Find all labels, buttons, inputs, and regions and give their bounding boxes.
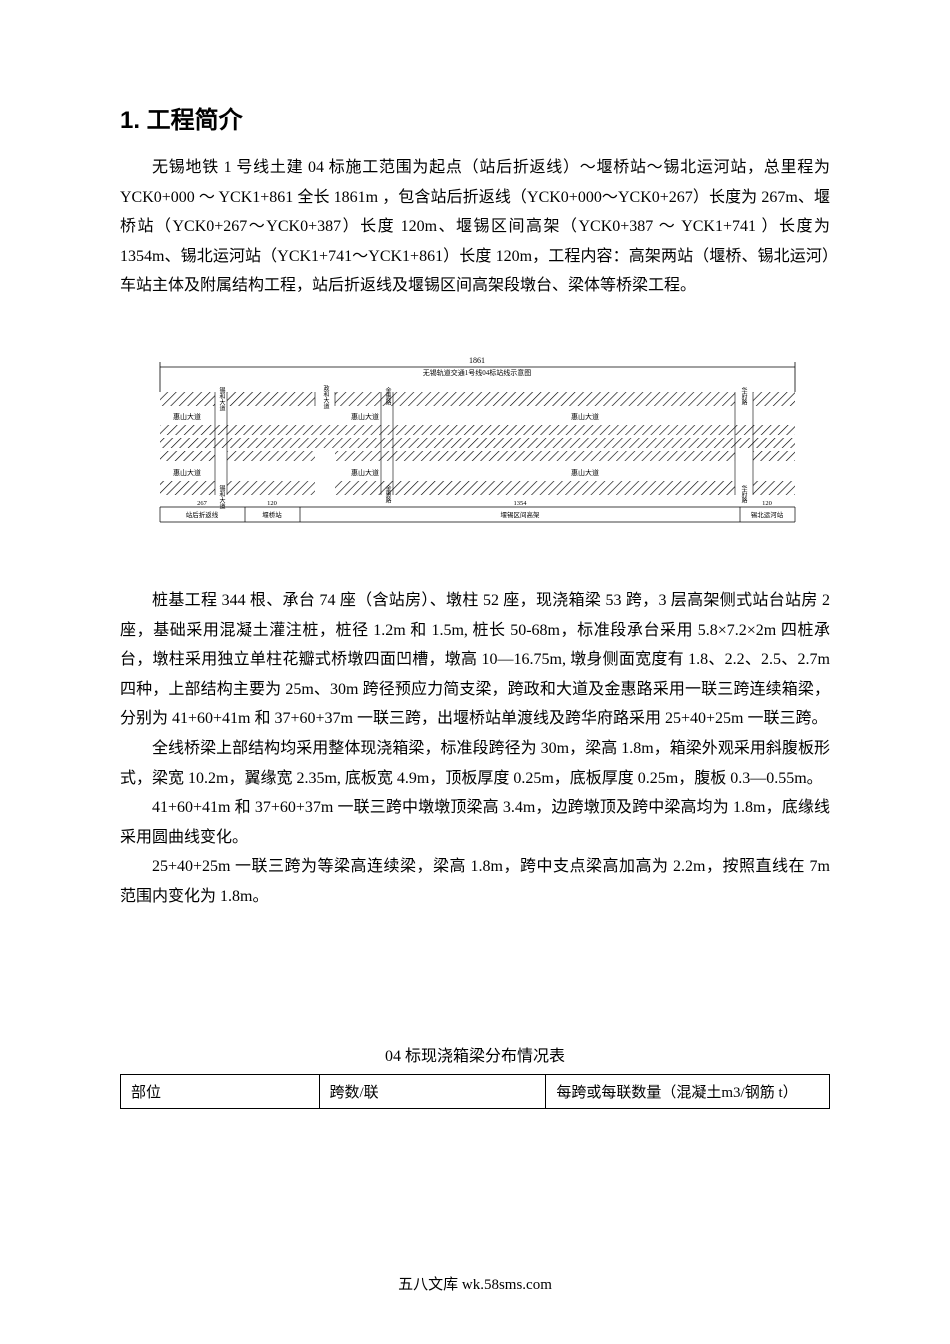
vlabel: 锡和大道 [218, 386, 225, 412]
seg-text: 锡北运河站 [751, 510, 784, 519]
seg-len: 1354 [514, 500, 528, 507]
vlabel: 华府路 [740, 386, 747, 406]
vlabel: 金惠路 [384, 484, 391, 504]
paragraph-3: 全线桥梁上部结构均采用整体现浇箱梁，标准段跨径为 30m，梁高 1.8m，箱梁外… [120, 734, 830, 793]
road-label: 惠山大道 [351, 412, 379, 421]
dim-total: 1861 [469, 356, 485, 365]
vlabel: 政和大道 [322, 384, 329, 410]
road-label: 惠山大道 [351, 468, 379, 477]
table-row: 部位 跨数/联 每跨或每联数量（混凝土m3/钢筋 t） [121, 1074, 830, 1108]
distribution-table: 部位 跨数/联 每跨或每联数量（混凝土m3/钢筋 t） [120, 1074, 830, 1109]
table-caption: 04 标现浇箱梁分布情况表 [120, 1042, 830, 1066]
table-header-1: 部位 [121, 1074, 320, 1108]
diagram-title: 无锡轨道交通1号线04标站线示意图 [423, 368, 532, 377]
road-label: 惠山大道 [571, 468, 599, 477]
paragraph-5: 25+40+25m 一联三跨为等梁高连续梁，梁高 1.8m，跨中支点梁高加高为 … [120, 852, 830, 911]
seg-text: 堰桥站 [262, 510, 282, 519]
section-heading: 1. 工程简介 [120, 100, 830, 135]
table-header-3: 每跨或每联数量（混凝土m3/钢筋 t） [546, 1074, 830, 1108]
table-header-2: 跨数/联 [319, 1074, 546, 1108]
page-footer: 五八文库 wk.58sms.com [0, 1273, 950, 1294]
vlabel: 金惠路 [384, 386, 391, 406]
road-label: 惠山大道 [173, 412, 201, 421]
road-label: 惠山大道 [173, 468, 201, 477]
paragraph-1: 无锡地铁 1 号线土建 04 标施工范围为起点（站后折返线）～堰桥站～锡北运河站… [120, 153, 830, 301]
paragraph-4: 41+60+41m 和 37+60+37m 一联三跨中墩墩顶梁高 3.4m，边跨… [120, 793, 830, 852]
seg-len: 267 [197, 500, 208, 507]
seg-text: 站后折返线 [186, 510, 219, 519]
vlabel: 华府路 [740, 484, 747, 504]
seg-text: 堰锡区间高架 [501, 510, 541, 519]
vlabel: 锡和大道 [218, 484, 225, 510]
seg-len: 120 [267, 500, 277, 507]
road-label: 惠山大道 [571, 412, 599, 421]
seg-len: 120 [762, 500, 772, 507]
route-diagram: 1861 无锡轨道交通1号线04标站线示意图 惠山大道 惠山大道 惠山大道 惠山… [125, 307, 825, 582]
paragraph-2: 桩基工程 344 根、承台 74 座（含站房）、墩柱 52 座，现浇箱梁 53 … [120, 586, 830, 734]
